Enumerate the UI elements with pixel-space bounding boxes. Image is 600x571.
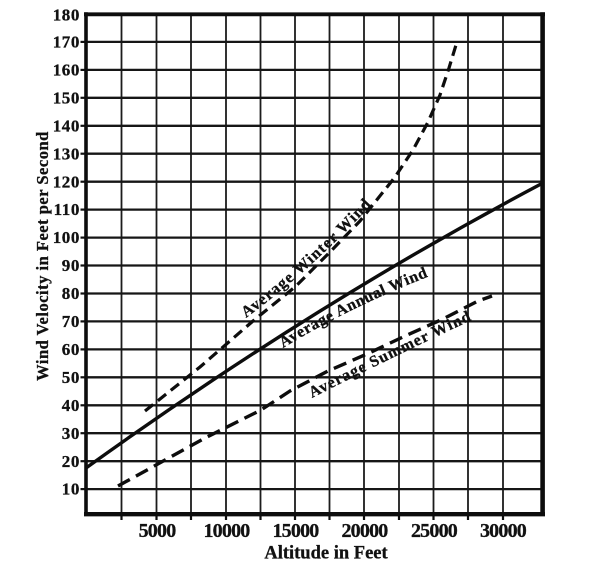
svg-text:110: 110 — [54, 200, 80, 219]
svg-text:10: 10 — [62, 480, 80, 499]
svg-text:25000: 25000 — [411, 520, 458, 542]
svg-text:70: 70 — [62, 312, 80, 331]
svg-text:20000: 20000 — [341, 520, 388, 542]
svg-text:60: 60 — [62, 340, 80, 359]
svg-text:30: 30 — [62, 424, 80, 443]
svg-text:20: 20 — [62, 452, 80, 471]
svg-text:120: 120 — [53, 172, 80, 191]
svg-text:170: 170 — [53, 33, 80, 52]
svg-text:90: 90 — [62, 256, 80, 275]
svg-text:140: 140 — [53, 116, 80, 135]
svg-text:150: 150 — [53, 88, 80, 107]
svg-text:5000: 5000 — [139, 520, 177, 542]
svg-text:180: 180 — [53, 6, 80, 25]
svg-text:40: 40 — [62, 396, 80, 415]
svg-text:80: 80 — [62, 284, 80, 303]
svg-text:Altitude in Feet: Altitude in Feet — [264, 544, 388, 564]
svg-text:160: 160 — [53, 61, 80, 80]
svg-text:Wind Velocity in Feet per Seco: Wind Velocity in Feet per Second — [33, 131, 52, 381]
svg-text:50: 50 — [62, 368, 80, 387]
svg-text:30000: 30000 — [480, 520, 527, 542]
svg-text:100: 100 — [53, 228, 80, 247]
svg-text:10000: 10000 — [203, 520, 250, 542]
svg-text:15000: 15000 — [272, 520, 319, 542]
svg-text:130: 130 — [53, 144, 80, 163]
